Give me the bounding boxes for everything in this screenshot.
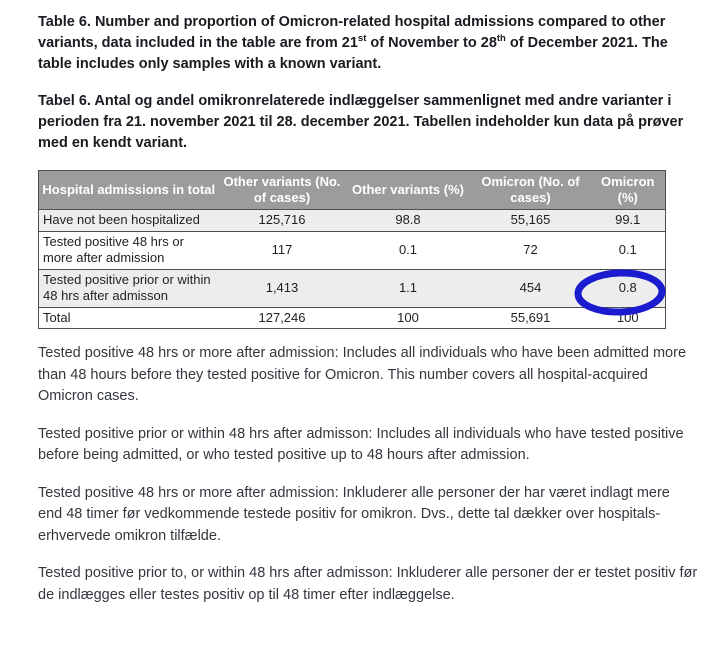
cell-omicron-pct: 0.1 <box>590 230 666 269</box>
cell-omicron-no: 454 <box>470 268 591 307</box>
table-caption-da: Tabel 6. Antal og andel omikronrelatered… <box>38 93 684 151</box>
table-row-positive-after-48hrs: Tested positive 48 hrs or more after adm… <box>38 230 666 269</box>
row-label: Tested positive 48 hrs or more after adm… <box>38 230 219 269</box>
note-en-positive-prior: Tested positive prior or within 48 hrs a… <box>38 425 684 464</box>
caption-en-text-1: Table 6. Number and proportion of Omicro… <box>38 14 666 51</box>
cell-other-variants-no: 127,246 <box>218 306 346 329</box>
column-header-other-variants-no: Other variants (No. of cases) <box>218 170 346 210</box>
table-row-not-hospitalized: Have not been hospitalized 125,716 98.8 … <box>38 209 666 231</box>
cell-other-variants-pct: 100 <box>345 306 471 329</box>
note-en-positive-after-48hrs: Tested positive 48 hrs or more after adm… <box>38 345 687 404</box>
cell-other-variants-no: 1,413 <box>218 268 346 307</box>
cell-omicron-no: 55,165 <box>470 209 591 231</box>
note-da-positive-prior: Tested positive prior to, or within 48 h… <box>38 565 698 603</box>
cell-other-variants-no: 117 <box>218 230 346 269</box>
cell-other-variants-pct: 1.1 <box>345 268 471 307</box>
row-label: Tested positive prior or within 48 hrs a… <box>38 268 219 307</box>
cell-omicron-pct-circled: 0.8 <box>590 268 666 307</box>
table-row-total: Total 127,246 100 55,691 100 <box>38 306 666 329</box>
caption-en-superscript-th: th <box>496 33 506 45</box>
caption-en-text-3: of December 2021. The table includes onl… <box>38 35 668 72</box>
column-header-other-variants-pct: Other variants (%) <box>345 170 471 210</box>
cell-other-variants-pct: 0.1 <box>345 230 471 269</box>
admissions-table: Hospital admissions in total Other varia… <box>38 170 666 329</box>
column-header-omicron-no: Omicron (No. of cases) <box>470 170 591 210</box>
column-header-omicron-pct: Omicron (%) <box>590 170 666 210</box>
table-header-row: Hospital admissions in total Other varia… <box>38 170 666 210</box>
table-row-positive-prior-or-within-48hrs: Tested positive prior or within 48 hrs a… <box>38 268 666 307</box>
cell-other-variants-pct: 98.8 <box>345 209 471 231</box>
caption-en-text-2: of November to 28 <box>366 35 497 51</box>
caption-en-superscript-st: st <box>357 33 367 45</box>
row-label: Total <box>38 306 219 329</box>
cell-other-variants-no: 125,716 <box>218 209 346 231</box>
cell-omicron-no: 72 <box>470 230 591 269</box>
cell-omicron-pct: 100 <box>590 306 666 329</box>
cell-omicron-no: 55,691 <box>470 306 591 329</box>
table-caption-en: Table 6. Number and proportion of Omicro… <box>38 12 692 75</box>
column-header-admissions: Hospital admissions in total <box>38 170 219 210</box>
note-da-positive-after-48hrs: Tested positive 48 hrs or more after adm… <box>38 484 670 544</box>
cell-omicron-pct: 99.1 <box>590 209 666 231</box>
row-label: Have not been hospitalized <box>38 209 219 231</box>
